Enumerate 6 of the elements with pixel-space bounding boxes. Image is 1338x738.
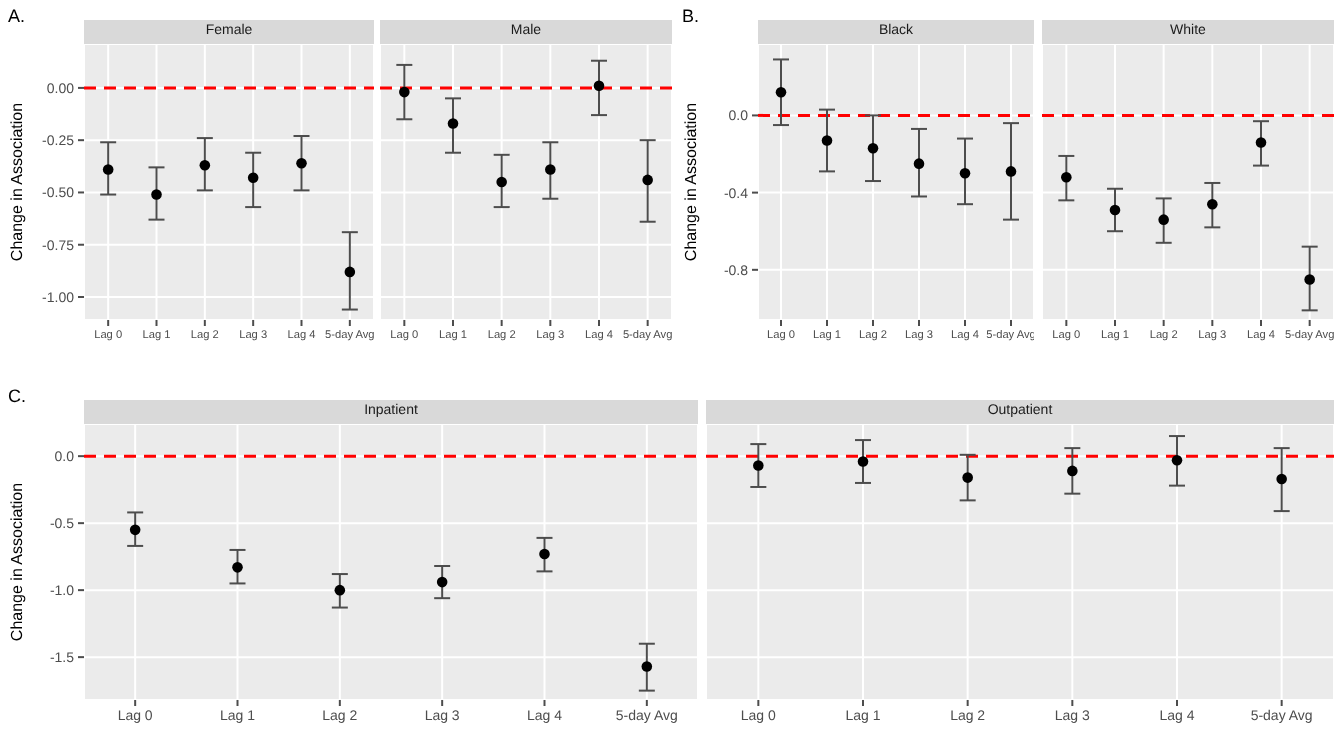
text: C. <box>8 386 26 406</box>
text: B. <box>682 6 700 26</box>
y-axis-title: Change in Association <box>7 482 26 642</box>
y-axis-title: Change in Association <box>7 102 26 262</box>
y-axis-title: Change in Association <box>681 102 700 262</box>
text: A. <box>8 6 26 26</box>
